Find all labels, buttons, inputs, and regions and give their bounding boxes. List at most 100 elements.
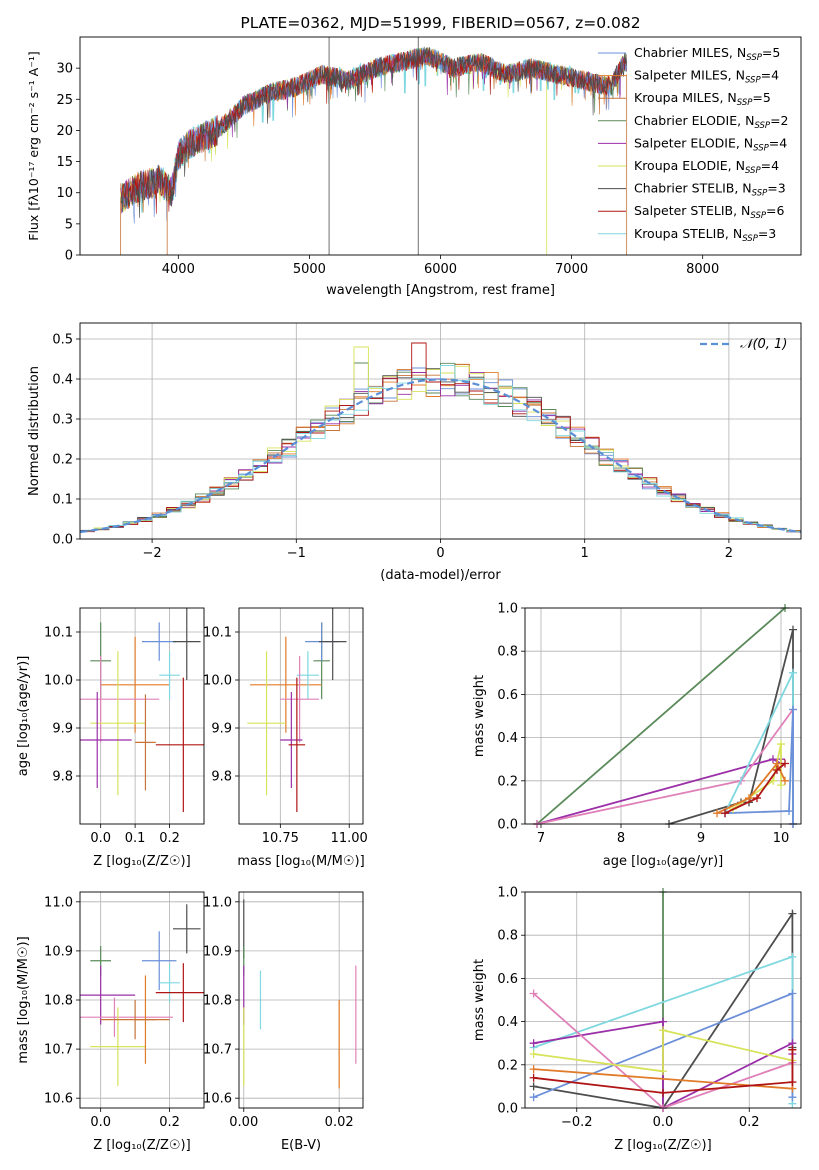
errorbar-point [155,677,204,812]
panel-0-frame [79,36,802,256]
legend-count: =5 [752,90,770,105]
legend-entry: Kroupa MILES, NSSP=5 [634,90,771,108]
spectrum-line-chabrier-stelib [120,46,627,218]
legend-subscript: SSP [753,143,769,153]
y-axis-label: age [log₁₀(age/yr)] [16,656,31,777]
errorbar-point [80,692,132,788]
y-axis-label: mass weight [472,675,487,757]
legend-count: =6 [766,203,784,218]
y-tick-label: 0.6 [497,972,518,987]
panel-3-axes [235,608,363,828]
plus-marker [753,794,761,803]
y-tick-label: 25 [56,93,73,108]
y-axis-label: Flux [fλ10⁻¹⁷ erg cm⁻² s⁻¹ A⁻¹] [26,51,41,240]
legend-label: Kroupa STELIB, N [634,226,742,241]
y-tick-label: 11.0 [203,895,232,910]
x-tick-label: 7 [537,831,545,846]
y-tick-label: 0.0 [497,818,518,833]
plus-marker [659,1017,667,1026]
y-tick-label: 10.6 [203,1092,232,1107]
y-tick-label: 0.1 [52,493,73,508]
plus-marker [777,740,785,749]
legend-count: =3 [767,181,785,196]
y-tick-label: 0.4 [497,731,518,746]
y-tick-label: 10.1 [203,626,232,641]
mass-weight-line [533,992,793,1108]
y-tick-label: 1.0 [497,886,518,901]
x-tick-label: 0.0 [90,1115,111,1130]
spectrum-line-salpeter-stelib [120,48,627,214]
mass-weight-line [533,1029,793,1073]
legend-entry: Chabrier MILES, NSSP=5 [634,45,780,63]
plus-marker [777,781,785,790]
legend-subscript: SSP [752,189,768,199]
y-tick-label: 10 [56,186,73,201]
y-tick-label: 0.6 [497,688,518,703]
y-tick-label: 0.3 [52,413,73,428]
x-tick-label: 4000 [162,262,195,277]
legend-subscript: SSP [742,234,758,244]
plus-marker [529,1093,538,1102]
errorbar-point [296,651,319,700]
y-tick-label: 0.5 [52,333,73,348]
x-tick-label: −2 [143,546,162,561]
legend-label: Salpeter STELIB, N [634,203,750,218]
y-tick-label: 10.7 [203,1043,232,1058]
panel-1-axes [76,323,801,543]
mass-weight-line [724,672,794,824]
errorbar-point [100,1000,170,1040]
x-tick-label: 7000 [555,262,588,277]
y-tick-label: 0.4 [497,1015,518,1030]
errorbar-point [80,965,136,1025]
x-tick-label: 0.2 [739,1115,760,1130]
x-axis-label: Z [log₁₀(Z/Z☉)] [614,1138,711,1153]
x-tick-label: 11.00 [331,831,368,846]
y-tick-label: 10.6 [44,1092,73,1107]
hist-salpeter-stelib [80,342,801,533]
y-tick-label: 10.9 [44,944,73,959]
legend-count: =4 [769,135,787,150]
legend-entry: Kroupa STELIB, NSSP=3 [634,226,776,244]
plus-marker [529,1050,538,1058]
y-axis-label: mass weight [472,959,487,1041]
plus-marker [788,1093,797,1102]
y-tick-label: 0.0 [497,1102,518,1117]
plus-marker [788,1045,797,1054]
panel-1-frame [79,322,802,540]
mass-weight-line [536,706,794,824]
errorbar-point [100,636,170,733]
x-axis-label: age [log₁₀(age/yr)] [603,854,724,869]
panel-5-axes [76,892,204,1112]
legend-label: Chabrier STELIB, N [634,181,752,196]
legend-entry: Chabrier STELIB, NSSP=3 [634,181,786,199]
errorbar-point [288,677,306,812]
plus-marker [745,794,753,803]
legend-label: Chabrier MILES, N [634,45,746,60]
y-tick-label: 15 [56,155,73,170]
y-tick-label: 10.1 [44,626,73,641]
legend-count: =4 [761,158,779,173]
x-tick-label: 5000 [293,262,326,277]
y-tick-label: 10.7 [44,1043,73,1058]
errorbar-point [135,694,156,791]
x-tick-label: −0.2 [561,1115,593,1130]
x-tick-label: 1 [581,546,589,561]
mass-weight-line [536,608,786,824]
plus-marker [659,1067,667,1076]
x-tick-label: −1 [287,546,306,561]
plus-marker [781,759,789,768]
plus-marker [529,1065,538,1074]
y-tick-label: 10.0 [44,674,73,689]
panel-7-frame [524,891,802,1109]
legend-entry: Salpeter STELIB, NSSP=6 [634,203,784,221]
hist-kroupa-stelib [80,365,801,533]
y-tick-label: 0.8 [497,645,518,660]
x-tick-label: 10 [773,831,790,846]
y-tick-label: 0.2 [497,1058,518,1073]
plus-marker [529,1073,538,1082]
x-tick-label: 0.02 [325,1115,354,1130]
errorbar-point [318,608,347,680]
x-tick-label: 0 [436,546,444,561]
plus-marker [721,809,729,818]
